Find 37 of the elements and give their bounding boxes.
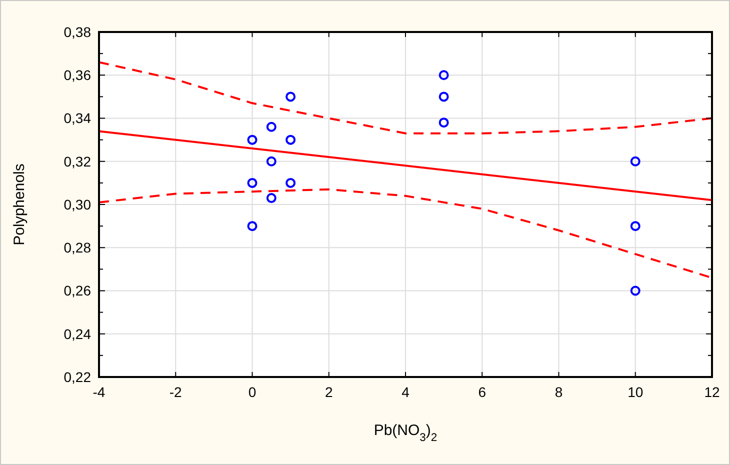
y-tick-label: 0,34: [64, 110, 92, 126]
y-tick-label: 0,38: [64, 24, 92, 40]
point: [266, 156, 276, 166]
point: [286, 178, 296, 188]
line-series: [99, 61, 712, 134]
x-tick-label: 10: [628, 384, 644, 400]
y-tick-label: 0,30: [64, 196, 92, 212]
x-tick-label: 0: [248, 384, 256, 400]
x-tick-label: -4: [92, 384, 106, 400]
x-tick-label: 2: [324, 384, 333, 400]
y-tick-label: 0,24: [64, 326, 92, 342]
y-tick-label: 0,36: [64, 67, 92, 84]
x-tick-label: 4: [402, 384, 410, 400]
y-axis-title: Polyphenols: [11, 164, 28, 246]
y-tick-label: 0,32: [64, 153, 92, 170]
point: [630, 221, 640, 232]
point: [266, 122, 276, 132]
point: [247, 178, 258, 188]
y-tick-label: 0,28: [64, 240, 92, 256]
point: [438, 118, 449, 128]
point: [247, 134, 258, 145]
point: [630, 156, 640, 166]
point: [286, 92, 296, 102]
x-axis-title: Pb(NO$_{3}$)$_{2}$: [374, 422, 438, 444]
point: [247, 221, 258, 232]
x-tick-label: 8: [554, 384, 563, 400]
x-tick-label: -2: [169, 384, 182, 400]
y-tick-label: 0,26: [64, 282, 92, 299]
x-tick-label: 12: [704, 384, 720, 400]
x-tick-label: 6: [478, 384, 486, 400]
point: [266, 193, 276, 204]
point: [438, 70, 449, 80]
line-series: [99, 188, 712, 279]
point: [438, 92, 449, 102]
y-tick-label: 0,22: [64, 368, 92, 385]
point: [286, 134, 296, 145]
point: [630, 286, 640, 296]
